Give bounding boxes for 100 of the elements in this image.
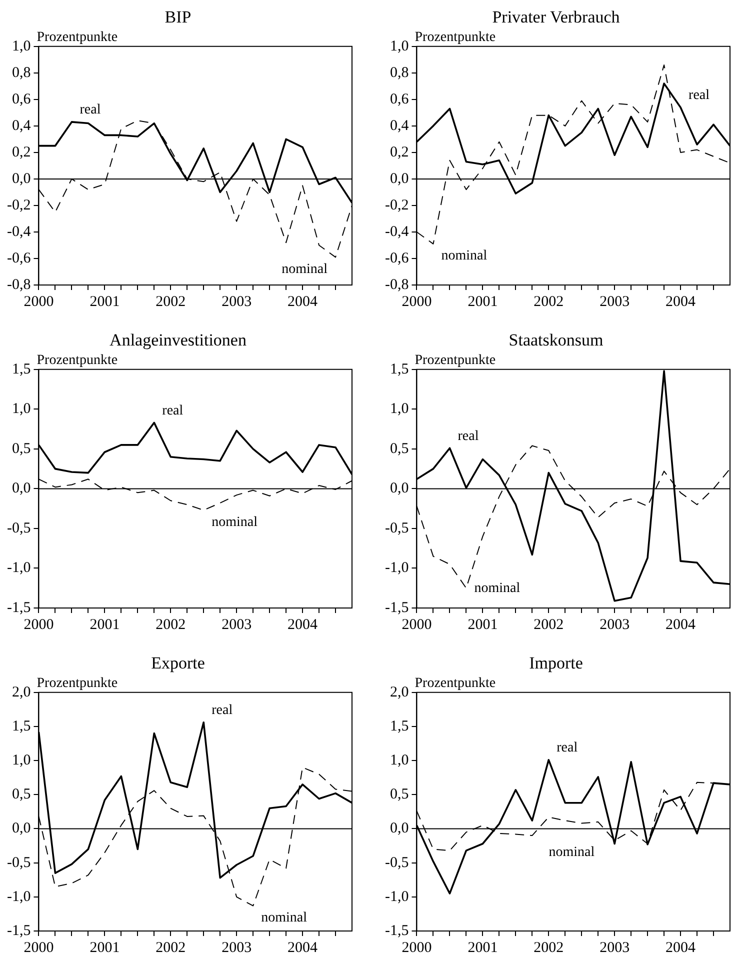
chart-title: Staatskonsum [508,330,604,350]
y-tick-label: 0,4 [390,118,410,134]
x-tick-label: 2001 [90,940,120,956]
x-tick-label: 2000 [402,294,432,310]
x-tick-label: 2003 [600,940,630,956]
y-tick-label: -0,2 [6,197,31,214]
x-tick-label: 2003 [600,616,630,633]
y-tick-label: -1,0 [6,560,31,576]
x-tick-label: 2004 [288,616,318,633]
y-tick-label: -0,6 [6,250,32,266]
y-tick-label: 1,5 [390,718,409,734]
y-axis-title: Prozentpunkte [36,353,118,368]
y-tick-label: 0,5 [12,786,31,803]
series-label: nominal [441,248,488,264]
series-label: nominal [282,262,328,277]
y-tick-label: 1,0 [390,38,409,54]
x-tick-label: 2001 [468,294,498,310]
x-tick-label: 2003 [222,616,252,633]
y-tick-label: -0,8 [6,276,31,293]
y-tick-label: 0,8 [12,64,31,81]
x-tick-label: 2004 [288,940,318,956]
y-tick-label: -0,4 [384,224,410,240]
y-axis-title: Prozentpunkte [414,30,496,46]
y-tick-label: -0,5 [6,520,31,536]
y-tick-label: -1,5 [384,600,409,616]
series-label: nominal [261,910,308,926]
x-tick-label: 2004 [666,294,696,310]
y-tick-label: -1,0 [384,888,409,905]
x-tick-label: 2002 [534,940,564,956]
x-tick-label: 2003 [222,294,252,310]
series-label: real [458,428,479,444]
y-tick-label: 0,6 [12,91,32,108]
x-tick-label: 2002 [156,294,186,310]
chart-title: Exporte [151,654,205,673]
y-tick-label: -1,5 [384,922,409,939]
y-axis-title: Prozentpunkte [36,30,118,46]
x-tick-label: 2000 [402,940,432,956]
x-tick-label: 2001 [90,294,120,310]
x-tick-label: 2000 [402,616,432,633]
y-tick-label: 2,0 [12,684,31,700]
y-tick-label: -0,8 [384,276,409,293]
y-tick-label: 0,2 [390,144,409,160]
series-label: nominal [548,845,595,860]
y-tick-label: 0,5 [12,440,31,457]
x-tick-label: 2003 [222,940,252,956]
series-label: real [688,88,710,104]
y-tick-label: -0,5 [384,520,409,536]
y-axis-title: Prozentpunkte [36,676,118,692]
x-tick-label: 2002 [534,616,564,633]
y-tick-label: 0,4 [12,118,32,134]
series-label: real [212,703,233,718]
y-tick-label: 1,0 [12,401,31,418]
y-tick-label: 2,0 [390,684,409,700]
chart-title: Privater Verbrauch [492,8,620,27]
y-tick-label: -0,5 [384,854,409,871]
y-tick-label: 1,0 [12,38,31,54]
y-tick-label: 1,0 [390,752,409,769]
y-tick-label: -1,0 [384,560,409,576]
y-tick-label: -1,5 [6,600,31,616]
y-tick-label: 0,5 [390,440,409,457]
y-tick-label: -0,5 [6,854,31,871]
y-tick-label: -1,0 [6,888,31,905]
y-tick-label: 1,0 [390,401,409,418]
x-tick-label: 2004 [666,616,696,633]
y-tick-label: 0,0 [12,170,31,187]
x-tick-label: 2002 [156,616,186,633]
y-tick-label: 0,0 [390,820,409,837]
series-label: real [80,102,101,118]
y-tick-label: 0,5 [390,786,409,803]
chart-title: Anlageinvestitionen [110,330,247,350]
series-label: nominal [474,580,520,596]
y-tick-label: -0,6 [384,250,410,266]
series-label: nominal [212,514,258,530]
x-tick-label: 2003 [600,294,630,310]
y-axis-title: Prozentpunkte [414,353,496,368]
y-tick-label: 1,0 [12,752,31,769]
y-tick-label: 0,8 [390,64,409,81]
x-tick-label: 2000 [24,294,54,310]
series-label: real [556,740,578,756]
y-tick-label: -0,4 [6,224,32,240]
y-tick-label: 1,5 [390,361,409,378]
y-axis-title: Prozentpunkte [414,676,496,692]
chart-title: BIP [164,8,192,27]
chart-title: Importe [529,654,583,673]
x-tick-label: 2001 [468,616,498,633]
series-label: real [162,403,184,418]
x-tick-label: 2001 [90,616,120,633]
y-tick-label: -0,2 [384,197,409,214]
x-tick-label: 2002 [156,940,186,956]
y-tick-label: -1,5 [6,922,31,939]
y-tick-label: 1,5 [12,718,31,734]
x-tick-label: 2002 [534,294,564,310]
x-tick-label: 2004 [288,294,318,310]
x-tick-label: 2000 [24,940,54,956]
y-tick-label: 0,0 [390,480,409,497]
x-tick-label: 2001 [468,940,498,956]
y-tick-label: 1,5 [12,361,31,378]
y-tick-label: 0,0 [390,170,409,187]
y-tick-label: 0,0 [12,820,31,837]
x-tick-label: 2000 [24,616,54,633]
